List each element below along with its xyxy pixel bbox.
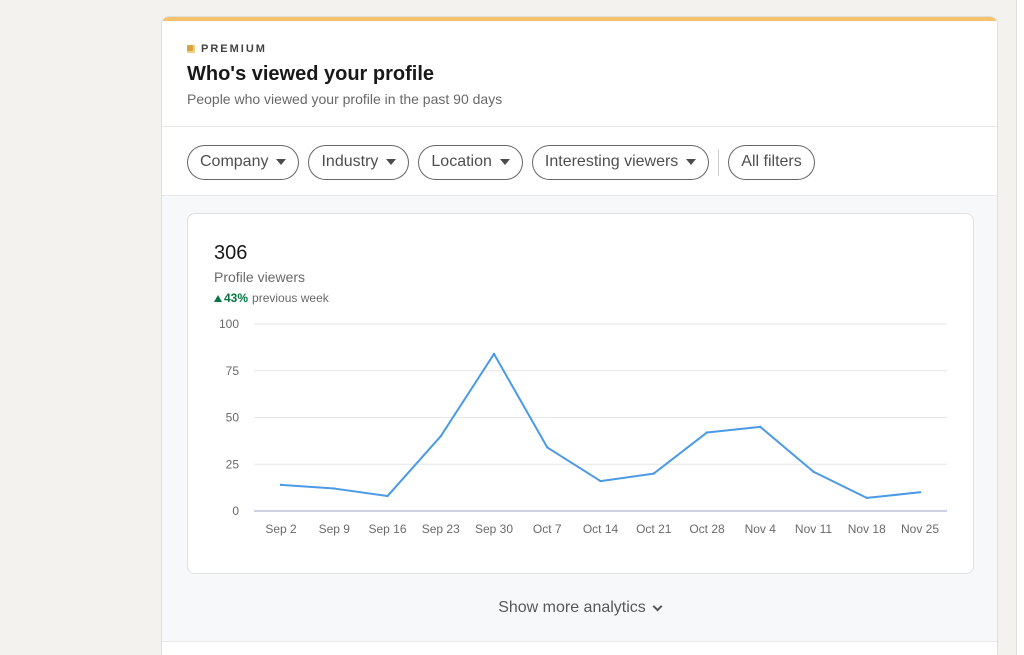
page-title: Who's viewed your profile [187,63,435,85]
x-tick-label: Sep 9 [319,522,351,536]
profile-viewers-count: 306 [214,242,248,264]
caret-down-icon [276,159,287,165]
data-point [546,446,549,449]
filter-interesting-viewers-button[interactable]: Interesting viewers [531,144,710,180]
show-more-analytics-label: Show more analytics [498,599,646,616]
data-point [652,472,655,475]
y-tick-label: 75 [226,364,240,378]
weekly-change-label: previous week [252,291,329,305]
chevron-down-icon [652,601,663,611]
card-header: PREMIUM Who's viewed your profile People… [162,17,997,127]
x-tick-label: Oct 28 [689,522,725,536]
filter-interesting-viewers-label: Interesting viewers [544,153,679,170]
caret-down-icon [499,159,510,165]
filter-location-button[interactable]: Location [418,144,523,180]
data-point [705,431,709,434]
x-tick-label: Oct 7 [533,522,562,536]
filter-location-label: Location [431,153,492,170]
filter-company-button[interactable]: Company [187,144,300,180]
analytics-section: 306 Profile viewers 43% previous week 0 2… [162,196,997,641]
data-point [599,479,602,483]
data-point [386,494,389,498]
x-tick-label: Nov 18 [848,522,886,536]
divider [162,126,997,127]
data-point [759,425,762,429]
caret-down-icon [686,159,697,165]
x-tick-label: Nov 4 [745,522,777,536]
page-subtitle: People who viewed your profile in the pa… [187,91,503,107]
data-point [279,483,283,487]
weekly-change-percent: 43% [224,291,249,305]
filter-company-label: Company [200,153,269,170]
profile-views-card: PREMIUM Who's viewed your profile People… [161,16,998,655]
y-tick-label: 0 [232,504,239,518]
data-point [439,435,442,438]
data-point [492,352,496,356]
data-point [333,487,336,490]
premium-accent-bar [162,17,997,21]
divider [162,195,997,196]
y-tick-label: 25 [226,457,240,471]
y-tick-label: 100 [219,317,239,331]
x-tick-label: Sep 2 [265,522,297,536]
x-tick-label: Sep 30 [475,522,513,536]
divider [162,641,997,642]
x-tick-label: Nov 11 [795,522,832,536]
data-point [918,491,922,494]
caret-down-icon [386,159,397,165]
chart-card: 306 Profile viewers 43% previous week 0 2… [187,213,974,574]
all-filters-button[interactable]: All filters [728,144,815,180]
premium-badge: PREMIUM [187,43,267,55]
x-tick-label: Sep 23 [422,522,460,536]
x-tick-label: Oct 21 [636,522,672,536]
premium-icon [187,45,195,53]
filter-bar: Company Industry Location Interesting vi… [187,144,824,180]
filter-industry-label: Industry [321,153,379,170]
profile-viewers-line-chart: 0 25 50 75 100 Sep 2 Sep 9 Sep 16 Sep 23 Sep 30 Oc… [219,317,947,536]
data-point [812,470,815,473]
premium-label: PREMIUM [201,43,267,55]
data-point [865,496,868,500]
x-tick-label: Oct 14 [583,522,619,536]
show-more-analytics-button[interactable]: Show more analytics [162,599,997,617]
weekly-change: 43% previous week [214,291,329,305]
y-tick-label: 50 [226,411,240,425]
all-filters-label: All filters [741,153,802,170]
right-scroll-strip [1016,0,1024,655]
profile-viewers-label: Profile viewers [214,269,306,285]
series-line [280,352,921,499]
trend-up-icon [214,294,222,302]
x-tick-label: Nov 25 [901,522,939,536]
filter-industry-button[interactable]: Industry [308,144,410,180]
filter-separator [718,148,720,176]
x-tick-label: Sep 16 [368,522,406,536]
